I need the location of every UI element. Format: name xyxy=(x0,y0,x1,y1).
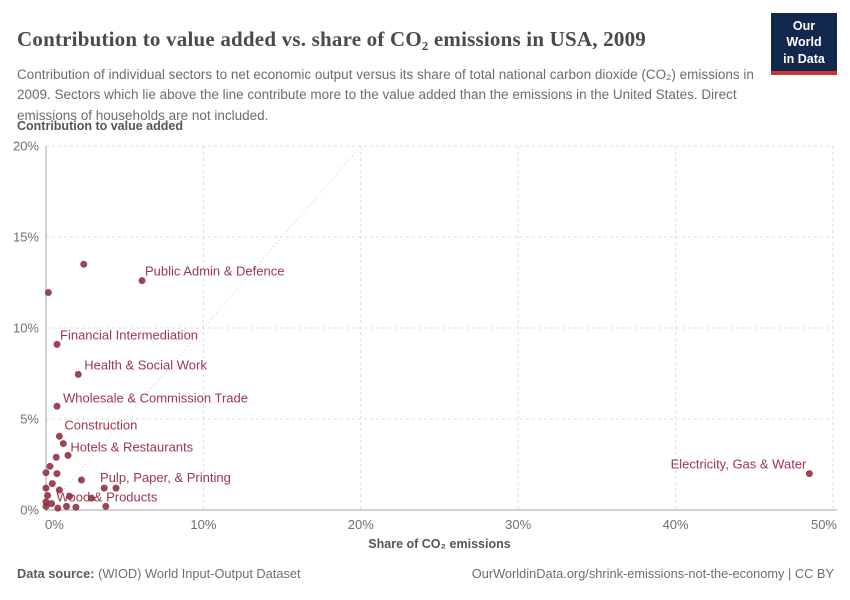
owid-logo-line1: Our World xyxy=(786,19,822,50)
data-source-label: Data source: xyxy=(17,566,95,581)
data-point[interactable] xyxy=(42,484,50,492)
x-axis-title: Share of CO₂ emissions xyxy=(368,537,510,551)
data-point[interactable] xyxy=(44,491,52,499)
data-source: Data source: (WIOD) World Input-Output D… xyxy=(17,566,301,581)
data-point[interactable] xyxy=(48,500,56,508)
data-point[interactable] xyxy=(72,503,80,511)
data-point[interactable] xyxy=(55,486,63,494)
point-label[interactable]: Wood & Products xyxy=(56,489,157,504)
data-point[interactable] xyxy=(42,502,50,510)
point-label[interactable]: Health & Social Work xyxy=(84,357,207,372)
y-tick-label: 5% xyxy=(20,412,39,427)
data-point[interactable] xyxy=(59,440,67,448)
chart-title: Contribution to value added vs. share of… xyxy=(17,27,646,52)
data-point[interactable] xyxy=(52,453,60,461)
point-label[interactable]: Financial Intermediation xyxy=(60,327,198,342)
point-label[interactable]: Wholesale & Commission Trade xyxy=(63,390,248,405)
y-tick-label: 10% xyxy=(13,321,39,336)
point-label[interactable]: Electricity, Gas & Water xyxy=(671,457,807,472)
point-label[interactable]: Construction xyxy=(64,417,137,432)
data-point[interactable] xyxy=(48,480,56,488)
scatter-plot: 0% 5% 10% 15% 20% 0% 10% 20% 30% 40% 50% Contributi… xyxy=(13,119,837,551)
data-point[interactable] xyxy=(55,432,63,440)
data-point[interactable] xyxy=(805,470,813,478)
data-point[interactable] xyxy=(44,289,52,297)
data-point[interactable] xyxy=(102,502,110,510)
data-point[interactable] xyxy=(112,484,120,492)
point-label[interactable]: Public Admin & Defence xyxy=(145,264,284,279)
x-tick-label: 10% xyxy=(190,517,216,532)
data-point[interactable] xyxy=(54,504,62,512)
data-point[interactable] xyxy=(77,476,85,484)
point-label[interactable]: Pulp, Paper, & Printing xyxy=(100,470,231,485)
owid-logo-line2: in Data xyxy=(783,51,825,66)
data-point[interactable] xyxy=(64,451,72,459)
chart-subtitle: Contribution of individual sectors to ne… xyxy=(17,66,754,124)
y-tick-label: 15% xyxy=(13,230,39,245)
data-point[interactable] xyxy=(138,277,146,285)
data-point[interactable] xyxy=(53,402,61,410)
data-point[interactable] xyxy=(80,260,88,268)
x-tick-label: 20% xyxy=(348,517,374,532)
data-point[interactable] xyxy=(62,502,70,510)
x-tick-label: 50% xyxy=(811,517,837,532)
y-tick-label: 0% xyxy=(20,503,39,518)
data-point[interactable] xyxy=(53,470,61,478)
data-point[interactable] xyxy=(74,370,82,378)
data-point[interactable] xyxy=(100,484,108,492)
data-point[interactable] xyxy=(46,462,54,470)
data-point[interactable] xyxy=(88,494,96,502)
x-tick-label: 40% xyxy=(663,517,689,532)
data-source-value: (WIOD) World Input-Output Dataset xyxy=(94,566,301,581)
footer: Data source: (WIOD) World Input-Output D… xyxy=(17,566,834,581)
x-tick-label: 0% xyxy=(45,517,64,532)
y-axis-title: Contribution to value added xyxy=(17,119,183,133)
x-tick-label: 30% xyxy=(505,517,531,532)
data-point[interactable] xyxy=(42,469,50,477)
data-point[interactable] xyxy=(53,340,61,348)
credit-link[interactable]: OurWorldinData.org/shrink-emissions-not-… xyxy=(471,566,834,581)
y-tick-label: 20% xyxy=(13,139,39,154)
data-point[interactable] xyxy=(66,492,74,500)
owid-logo[interactable]: Our World in Data xyxy=(771,13,837,75)
point-label[interactable]: Hotels & Restaurants xyxy=(70,440,193,455)
reference-diagonal xyxy=(45,145,362,511)
